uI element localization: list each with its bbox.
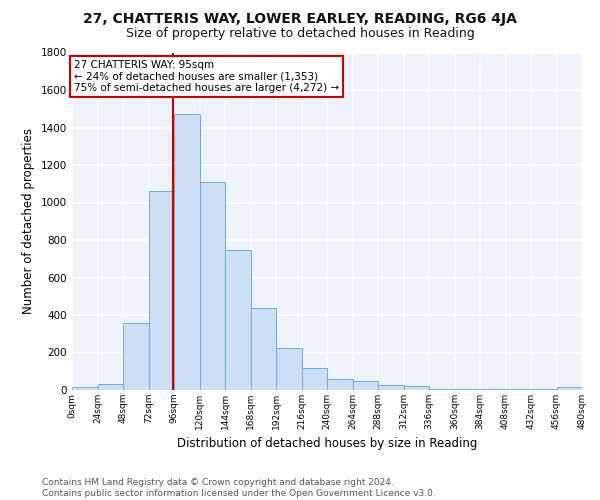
Bar (505, 389, 531, 390)
Bar (251, 308, 276, 390)
Text: 27, CHATTERIS WAY, LOWER EARLEY, READING, RG6 4JA: 27, CHATTERIS WAY, LOWER EARLEY, READING… (83, 12, 517, 26)
Bar (225, 250, 251, 390)
Bar (429, 389, 455, 390)
Bar (97, 384, 123, 390)
Bar (72, 387, 97, 390)
Bar (149, 191, 174, 390)
Bar (327, 379, 353, 390)
Y-axis label: Number of detached properties: Number of detached properties (22, 128, 35, 314)
Bar (378, 386, 404, 390)
Bar (174, 114, 199, 390)
X-axis label: Distribution of detached houses by size in Reading: Distribution of detached houses by size … (177, 438, 477, 450)
Bar (531, 389, 557, 390)
Bar (480, 389, 505, 390)
Bar (404, 386, 429, 390)
Bar (557, 386, 582, 390)
Bar (353, 381, 378, 390)
Bar (123, 324, 149, 390)
Bar (276, 348, 302, 390)
Bar (302, 368, 327, 390)
Text: 27 CHATTERIS WAY: 95sqm
← 24% of detached houses are smaller (1,353)
75% of semi: 27 CHATTERIS WAY: 95sqm ← 24% of detache… (74, 60, 339, 93)
Text: Contains HM Land Registry data © Crown copyright and database right 2024.
Contai: Contains HM Land Registry data © Crown c… (42, 478, 436, 498)
Text: Size of property relative to detached houses in Reading: Size of property relative to detached ho… (125, 28, 475, 40)
Bar (455, 389, 480, 390)
Bar (199, 182, 225, 390)
